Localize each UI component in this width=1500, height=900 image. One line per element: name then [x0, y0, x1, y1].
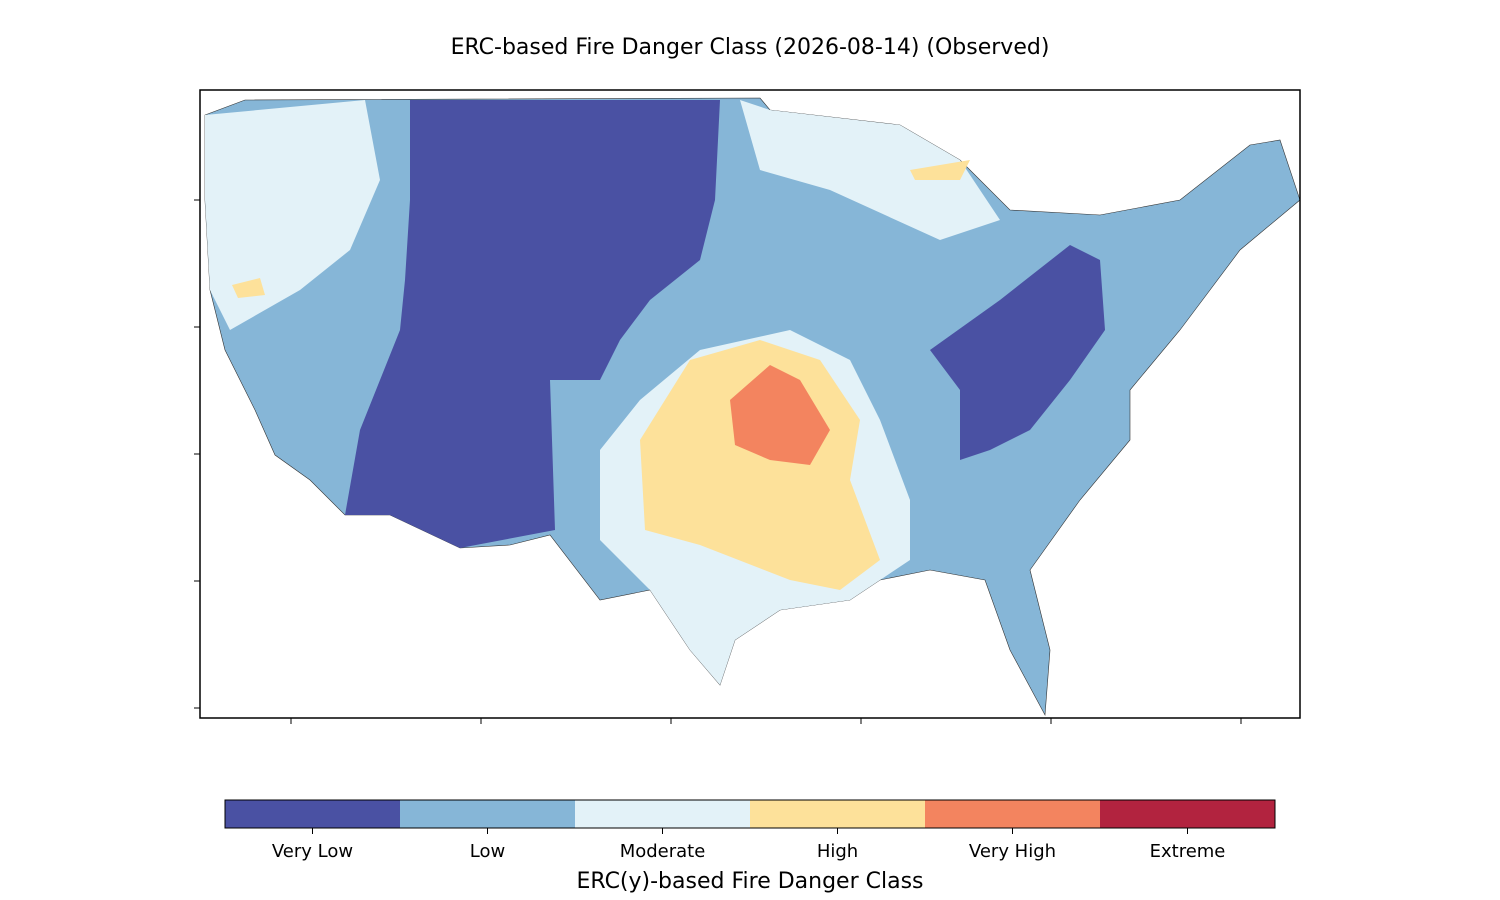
colorbar-tick-label: Very High [969, 841, 1056, 862]
colorbar-tick-label: High [817, 841, 858, 862]
region-very-high [730, 365, 830, 465]
colorbar-segment [750, 800, 925, 828]
region-moderate [205, 100, 380, 330]
region-high [910, 160, 970, 180]
colorbar-tick-label: Very Low [272, 841, 353, 862]
region-high [640, 340, 880, 590]
map-title: ERC-based Fire Danger Class (2026-08-14)… [451, 35, 1050, 60]
colorbar: Very Low Low Moderate High Very High Extreme [224, 799, 1276, 862]
region-high [232, 278, 265, 298]
colorbar-segment [575, 800, 750, 828]
region-moderate [740, 100, 1000, 240]
map-frame [199, 89, 1301, 719]
colorbar-tick-label: Low [470, 841, 505, 862]
colorbar-segment [1100, 800, 1275, 828]
axis-ticks [194, 199, 1242, 724]
region-very-low [930, 245, 1105, 460]
colorbar-segment [925, 800, 1100, 828]
colorbar-tick-label: Extreme [1150, 841, 1226, 862]
colorbar-frame [224, 799, 1276, 829]
colorbar-segment [225, 800, 400, 828]
colorbar-tick-label: Moderate [620, 841, 706, 862]
region-very-low [345, 100, 720, 548]
colorbar-segment [400, 800, 575, 828]
map [194, 89, 1301, 724]
colorbar-label: ERC(y)-based Fire Danger Class [576, 869, 923, 894]
